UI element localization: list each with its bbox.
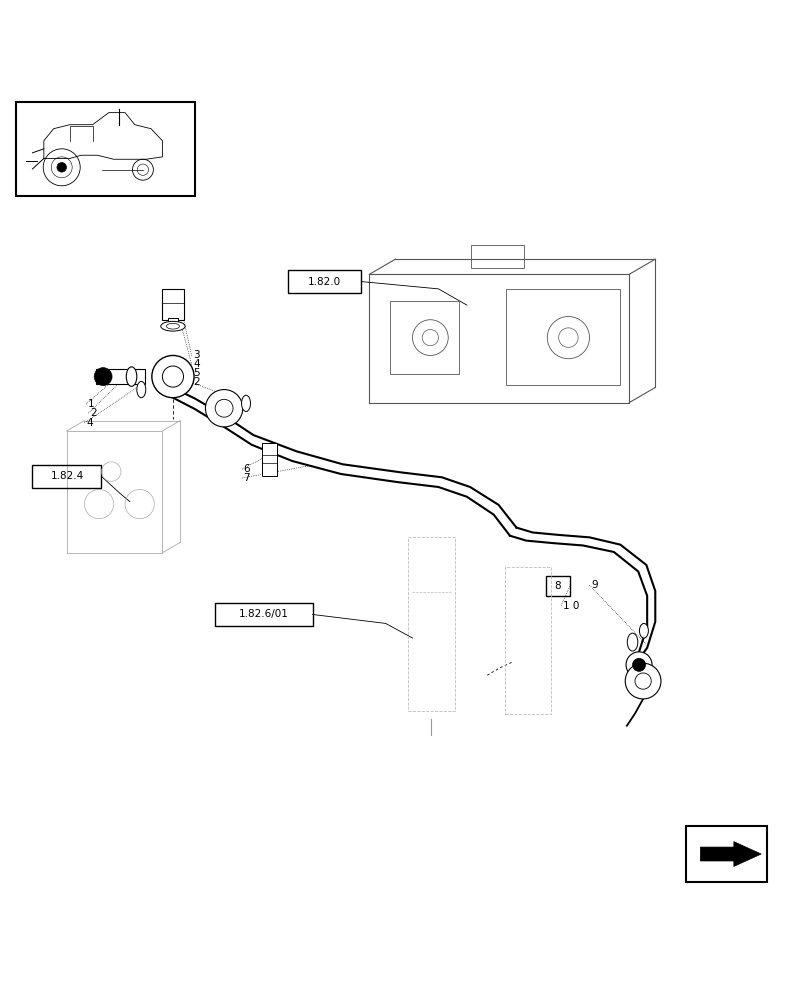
Text: 2: 2 [90, 408, 97, 418]
Bar [162, 289, 183, 320]
Text: 2: 2 [193, 377, 200, 387]
Text: 1.82.6/01: 1.82.6/01 [238, 609, 289, 619]
Text: 3: 3 [193, 350, 200, 360]
Text: 1: 1 [88, 399, 94, 409]
Circle shape [205, 390, 242, 427]
Circle shape [625, 652, 651, 678]
Bar [215, 603, 312, 626]
Text: 1.82.4: 1.82.4 [50, 471, 84, 481]
Bar [470, 245, 523, 268]
Bar [262, 443, 277, 476]
Bar [685, 826, 766, 882]
Circle shape [634, 673, 650, 689]
Text: 1.82.0: 1.82.0 [308, 277, 341, 287]
Text: 4: 4 [86, 418, 92, 428]
Ellipse shape [166, 323, 179, 329]
Circle shape [57, 162, 67, 172]
Text: 6: 6 [243, 464, 250, 474]
Text: 5: 5 [193, 368, 200, 378]
Ellipse shape [161, 321, 185, 331]
Bar [168, 318, 178, 329]
Circle shape [215, 399, 233, 417]
Text: 7: 7 [243, 473, 250, 483]
Ellipse shape [639, 623, 647, 638]
Text: 1 0: 1 0 [562, 601, 578, 611]
Circle shape [94, 368, 112, 386]
Text: 4: 4 [193, 359, 200, 369]
Circle shape [632, 658, 645, 671]
Circle shape [162, 366, 183, 387]
Bar [407, 537, 454, 711]
Bar [505, 289, 619, 385]
Bar [32, 465, 101, 488]
Bar [288, 270, 361, 293]
Text: 8: 8 [554, 581, 560, 591]
Bar [504, 567, 550, 714]
Ellipse shape [126, 367, 136, 386]
Text: 9: 9 [590, 580, 597, 590]
Circle shape [624, 663, 660, 699]
Bar [16, 102, 195, 196]
Bar [545, 576, 569, 596]
Circle shape [152, 355, 194, 398]
Polygon shape [699, 842, 760, 866]
Ellipse shape [242, 395, 251, 411]
Bar [389, 301, 458, 374]
Bar [96, 369, 105, 384]
Ellipse shape [136, 381, 146, 398]
Bar [103, 369, 145, 384]
Ellipse shape [626, 633, 637, 651]
